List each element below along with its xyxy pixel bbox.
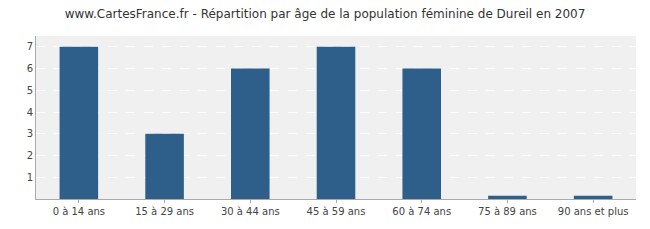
svg-text:90 ans et plus: 90 ans et plus bbox=[558, 206, 629, 217]
svg-text:7: 7 bbox=[27, 41, 33, 52]
svg-text:75 à 89 ans: 75 à 89 ans bbox=[478, 206, 537, 217]
svg-text:1: 1 bbox=[27, 172, 33, 183]
svg-text:45 à 59 ans: 45 à 59 ans bbox=[307, 206, 366, 217]
svg-text:0 à 14 ans: 0 à 14 ans bbox=[53, 206, 105, 217]
svg-text:6: 6 bbox=[27, 63, 33, 74]
svg-text:5: 5 bbox=[27, 85, 33, 96]
svg-text:30 à 44 ans: 30 à 44 ans bbox=[221, 206, 280, 217]
svg-text:4: 4 bbox=[27, 107, 33, 118]
svg-text:3: 3 bbox=[27, 128, 33, 139]
svg-text:15 à 29 ans: 15 à 29 ans bbox=[135, 206, 194, 217]
svg-text:www.CartesFrance.fr - Répartit: www.CartesFrance.fr - Répartition par âg… bbox=[65, 7, 586, 21]
svg-text:2: 2 bbox=[27, 150, 33, 161]
svg-text:60 à 74 ans: 60 à 74 ans bbox=[392, 206, 451, 217]
